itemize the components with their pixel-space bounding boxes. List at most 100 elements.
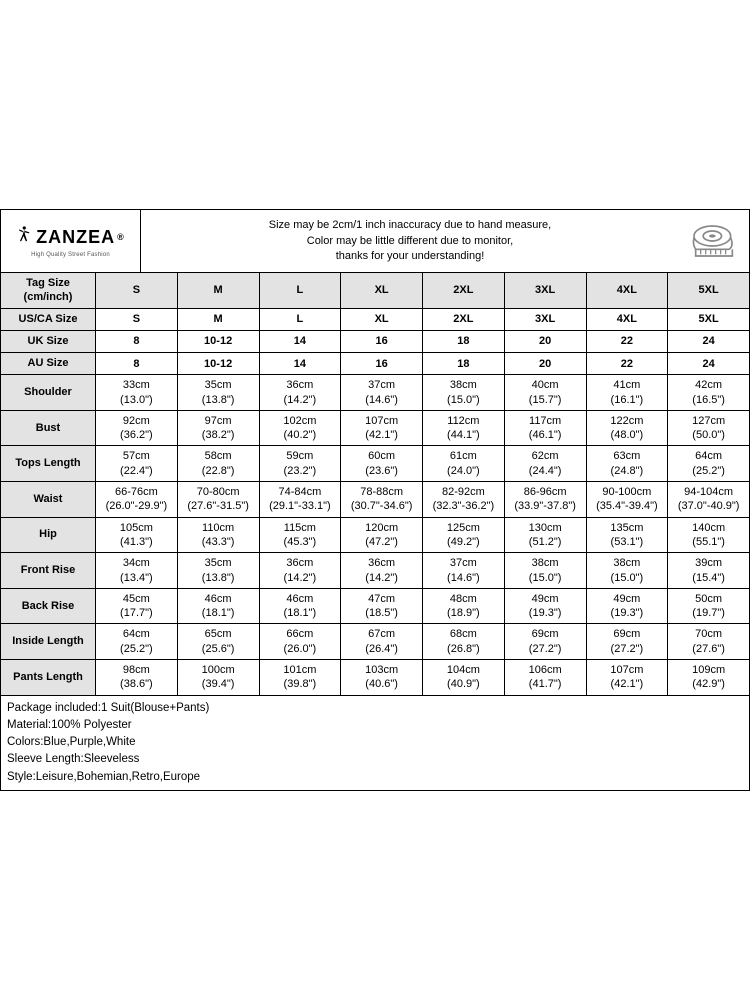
measure-cell: 35cm(13.8") [178,553,260,588]
measure-cell: 38cm(15.0") [505,553,587,588]
measure-cell: 35cm(13.8") [178,375,260,410]
measure-cell: 109cm(42.9") [668,660,749,695]
measure-cell: 110cm(43.3") [178,518,260,553]
measure-cell: 66-76cm(26.0"-29.9") [96,482,178,517]
measure-cell: 104cm(40.9") [423,660,505,695]
measure-cell: 70cm(27.6") [668,624,749,659]
us-size-row: US/CA Size SMLXL2XL3XL4XL5XL [1,309,749,331]
measure-cell: 63cm(24.8") [587,446,669,481]
measure-row: Inside Length64cm(25.2")65cm(25.6")66cm(… [1,624,749,660]
measure-cell: 36cm(14.2") [260,375,342,410]
measure-cell: 107cm(42.1") [341,411,423,446]
measure-cell: 135cm(53.1") [587,518,669,553]
size-cell: 24 [668,331,749,352]
measure-cell: 140cm(55.1") [668,518,749,553]
measure-cell: 105cm(41.3") [96,518,178,553]
measure-cell: 39cm(15.4") [668,553,749,588]
info-line: Package included:1 Suit(Blouse+Pants) [7,700,743,717]
size-cell: 3XL [505,273,587,307]
measure-row: Front Rise34cm(13.4")35cm(13.8")36cm(14.… [1,553,749,589]
size-cell: 20 [505,353,587,374]
measure-cell: 92cm(36.2") [96,411,178,446]
uk-size-row: UK Size 810-12141618202224 [1,331,749,353]
measure-cell: 117cm(46.1") [505,411,587,446]
size-cell: 4XL [587,309,669,330]
measure-cell: 33cm(13.0") [96,375,178,410]
measure-row: Waist66-76cm(26.0"-29.9")70-80cm(27.6"-3… [1,482,749,518]
size-cell: 2XL [423,309,505,330]
measure-cell: 61cm(24.0") [423,446,505,481]
size-cell: 18 [423,353,505,374]
size-cell: S [96,309,178,330]
info-line: Colors:Blue,Purple,White [7,734,743,751]
measure-label: Bust [1,411,96,446]
au-size-label: AU Size [1,353,96,374]
measure-cell: 46cm(18.1") [178,589,260,624]
measure-cell: 34cm(13.4") [96,553,178,588]
measure-label: Waist [1,482,96,517]
measure-cell: 69cm(27.2") [505,624,587,659]
measure-cell: 102cm(40.2") [260,411,342,446]
measure-cell: 57cm(22.4") [96,446,178,481]
measure-cell: 38cm(15.0") [423,375,505,410]
measure-cell: 67cm(26.4") [341,624,423,659]
size-cell: 8 [96,353,178,374]
measure-cell: 60cm(23.6") [341,446,423,481]
measure-cell: 40cm(15.7") [505,375,587,410]
measure-cell: 36cm(14.2") [260,553,342,588]
size-cell: M [178,309,260,330]
size-cell: 2XL [423,273,505,307]
measure-row: Pants Length98cm(38.6")100cm(39.4")101cm… [1,660,749,695]
info-line: Style:Leisure,Bohemian,Retro,Europe [7,769,743,786]
measure-cell: 64cm(25.2") [96,624,178,659]
measure-row: Bust92cm(36.2")97cm(38.2")102cm(40.2")10… [1,411,749,447]
measure-cell: 48cm(18.9") [423,589,505,624]
size-cell: 14 [260,331,342,352]
measure-cell: 106cm(41.7") [505,660,587,695]
measure-cell: 64cm(25.2") [668,446,749,481]
info-block: Package included:1 Suit(Blouse+Pants)Mat… [0,696,750,791]
measure-cell: 70-80cm(27.6"-31.5") [178,482,260,517]
size-cell: 5XL [668,309,749,330]
measure-cell: 69cm(27.2") [587,624,669,659]
size-cell: 10-12 [178,331,260,352]
measure-cell: 41cm(16.1") [587,375,669,410]
size-cell: M [178,273,260,307]
measure-cell: 74-84cm(29.1"-33.1") [260,482,342,517]
measure-cell: 36cm(14.2") [341,553,423,588]
tag-size-label: Tag Size (cm/inch) [1,273,96,307]
measure-cell: 82-92cm(32.3"-36.2") [423,482,505,517]
size-cell: S [96,273,178,307]
measure-cell: 37cm(14.6") [423,553,505,588]
measure-cell: 46cm(18.1") [260,589,342,624]
size-cell: 16 [341,353,423,374]
size-cell: 5XL [668,273,749,307]
measure-cell: 127cm(50.0") [668,411,749,446]
size-cell: 18 [423,331,505,352]
us-size-label: US/CA Size [1,309,96,330]
measure-cell: 49cm(19.3") [505,589,587,624]
header-row: ZANZEA® High Quality Street Fashion Size… [1,210,749,273]
note-line-2: Color may be little different due to mon… [307,235,513,247]
measure-cell: 50cm(19.7") [668,589,749,624]
registered-mark: ® [117,233,125,242]
measure-cell: 101cm(39.8") [260,660,342,695]
note-cell: Size may be 2cm/1 inch inaccuracy due to… [141,210,679,272]
measure-cell: 100cm(39.4") [178,660,260,695]
size-cell: 20 [505,331,587,352]
measure-cell: 86-96cm(33.9"-37.8") [505,482,587,517]
measure-label: Tops Length [1,446,96,481]
measure-cell: 62cm(24.4") [505,446,587,481]
size-cell: 4XL [587,273,669,307]
size-cell: 16 [341,331,423,352]
measure-row: Back Rise45cm(17.7")46cm(18.1")46cm(18.1… [1,589,749,625]
measure-cell: 58cm(22.8") [178,446,260,481]
measure-cell: 112cm(44.1") [423,411,505,446]
measure-cell: 115cm(45.3") [260,518,342,553]
measure-cell: 122cm(48.0") [587,411,669,446]
measure-label: Pants Length [1,660,96,695]
size-cell: 10-12 [178,353,260,374]
measure-label: Back Rise [1,589,96,624]
measure-cell: 90-100cm(35.4"-39.4") [587,482,669,517]
brand-tagline: High Quality Street Fashion [16,252,125,258]
